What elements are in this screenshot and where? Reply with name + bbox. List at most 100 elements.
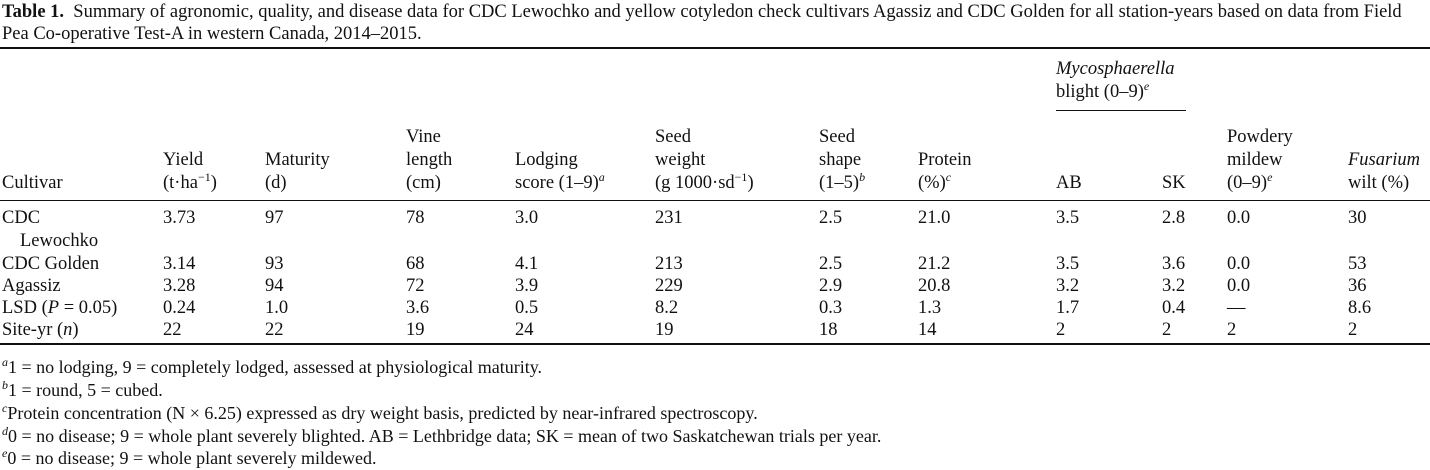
header-cultivar-text: Cultivar [2,173,63,193]
cell-fus: 36 [1348,276,1367,296]
header-maturity: Maturity (d) [265,149,330,195]
header-seedwt-l2: weight [655,150,706,170]
cell-shape: 2.5 [819,208,843,228]
header-seedwt-l3: (g 1000·sd [655,173,735,193]
header-vine-length: Vine length (cm) [406,126,452,195]
header-maturity-l2: (d) [265,173,287,193]
header-seedwt-l4: ) [747,173,754,193]
cell-sk: 0.4 [1162,298,1186,318]
cell-seedwt: 8.2 [655,298,679,318]
table-caption-text: Summary of agronomic, quality, and disea… [2,2,1402,44]
cell-shape: 2.5 [819,254,843,274]
table-label: Table 1. [2,2,65,22]
cell-vine: 72 [406,276,425,296]
header-seedshape-l2: shape [819,150,862,170]
footnote-text: 1 = round, 5 = cubed. [8,380,163,400]
cell-cultivar: Agassiz [2,276,61,296]
cell-maturity: 93 [265,254,284,274]
cell-cultivar: CDC [2,208,41,228]
header-cultivar: Cultivar [2,172,63,195]
cell-lodging: 0.5 [515,298,539,318]
cell-shape: 2.9 [819,276,843,296]
header-vine-l2: length [406,150,453,170]
cell-sk: 2 [1162,320,1172,340]
footnote-mark: e [2,446,8,460]
header-lodging-l2: score (1–9) [515,173,599,193]
cell-shape: 0.3 [819,298,843,318]
cell-protein: 20.8 [918,276,951,296]
cell-cultivar-italic: P [47,298,60,318]
header-fus-l2: wilt (%) [1348,173,1410,193]
cell-pm: 0.0 [1227,208,1251,228]
cell-yield: 0.24 [163,298,196,318]
cell-maturity: 94 [265,276,284,296]
cell-cultivar-cont: Lewochko [20,231,99,251]
group-header-sup: e [1143,78,1150,93]
cell-cultivar: Site-yr (n) [2,319,79,342]
group-header-rule [1056,110,1186,111]
cell-protein: 21.0 [918,208,951,228]
table-caption: Table 1. Summary of agronomic, quality, … [2,1,1428,45]
header-seedshape-l3: (1–5) [819,173,860,193]
footnote-mark: a [2,355,8,369]
header-pm-sup: e [1267,169,1273,184]
cell-protein: 21.2 [918,254,951,274]
cell-yield: 3.73 [163,208,196,228]
cell-pm: 2 [1227,320,1237,340]
cell-ab: 2 [1056,320,1066,340]
header-protein-l1: Protein [918,150,972,170]
cell-vine: 19 [406,320,425,340]
header-fus-l1: Fusarium [1348,150,1420,170]
cell-vine: 3.6 [406,298,430,318]
cell-pm: 0.0 [1227,276,1251,296]
cell-pm: — [1227,298,1246,318]
footnote-text: 0 = no disease; 9 = whole plant severely… [7,448,377,468]
cell-seedwt: 213 [655,254,683,274]
header-seedwt-l1: Seed [655,127,691,147]
header-protein-sup: c [945,169,952,184]
footnote: a1 = no lodging, 9 = completely lodged, … [2,355,542,378]
header-yield-exp: −1 [197,169,211,184]
header-sk: SK [1162,172,1186,195]
footnote-mark: c [2,401,8,415]
cell-sk: 3.2 [1162,276,1186,296]
cell-fus: 53 [1348,254,1367,274]
footnote: e0 = no disease; 9 = whole plant severel… [2,446,377,469]
cell-ab: 3.2 [1056,276,1080,296]
cell-yield: 3.14 [163,254,196,274]
header-fusarium: Fusarium wilt (%) [1348,149,1420,195]
header-seed-weight: Seed weight (g 1000·sd−1) [655,126,754,195]
header-pm-l3: (0–9) [1227,173,1268,193]
header-protein: Protein (%)c [918,149,971,195]
cell-yield: 22 [163,320,182,340]
cell-lodging: 4.1 [515,254,539,274]
cell-cultivar-pre: LSD ( [2,298,48,318]
cell-seedwt: 229 [655,276,683,296]
header-yield-l1: Yield [163,150,204,170]
header-seedwt-exp: −1 [734,169,748,184]
bottom-rule [0,343,1430,345]
footnote: b1 = round, 5 = cubed. [2,379,163,401]
cell-maturity: 97 [265,208,284,228]
cell-cultivar-post: ) [72,320,79,340]
cell-vine: 68 [406,254,425,274]
header-lodging-l1: Lodging [515,150,578,170]
header-maturity-l1: Maturity [265,150,330,170]
cell-cultivar: CDC Golden [2,254,100,274]
cell-protein: 14 [918,320,937,340]
footnote: d0 = no disease; 9 = whole plant severel… [2,425,881,447]
footnote-text: Protein concentration (N × 6.25) express… [7,403,758,423]
header-ab-text: AB [1056,173,1082,193]
group-header-line1: Mycosphaerella [1056,59,1175,79]
cell-cultivar: LSD (P = 0.05) [2,297,117,320]
mycosphaerella-group-header: Mycosphaerella blight (0–9)e [1056,58,1175,104]
cell-lodging: 3.0 [515,208,539,228]
cell-protein: 1.3 [918,298,942,318]
top-rule [0,47,1430,49]
cell-maturity: 1.0 [265,298,289,318]
cell-maturity: 22 [265,320,284,340]
cell-vine: 78 [406,208,425,228]
header-rule [0,200,1430,201]
header-pm-l2: mildew [1227,150,1283,170]
cell-ab: 1.7 [1056,298,1080,318]
